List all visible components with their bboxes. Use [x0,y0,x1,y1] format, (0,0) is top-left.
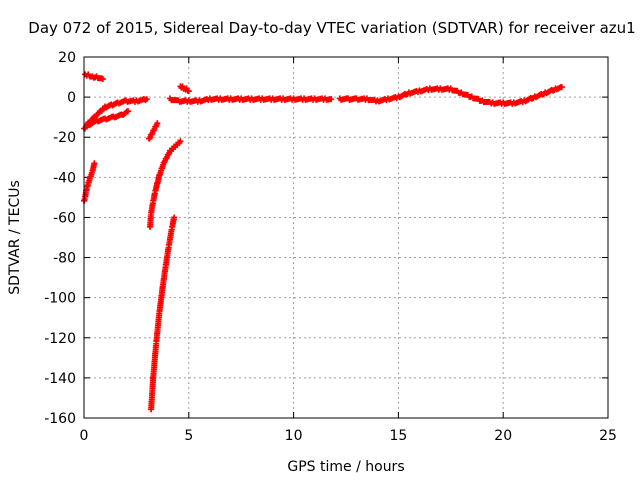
data-point [185,88,192,95]
y-tick-label: 20 [58,50,76,66]
data-points [81,71,565,413]
data-point [154,120,161,127]
data-point [558,84,565,91]
y-tick-label: -160 [44,411,76,427]
data-point [91,160,98,167]
x-tick-label: 15 [389,428,407,444]
data-point [125,108,132,115]
y-tick-label: -120 [44,331,76,347]
x-tick-label: 10 [285,428,303,444]
data-point [328,96,335,103]
x-axis-label: GPS time / hours [287,459,404,475]
y-axis-label: SDTVAR / TECUs [7,180,23,295]
axes: 0 5 10 15 20 25 20 0 -20 -40 -60 -80 -100 -120 -140 -16… [44,50,617,444]
y-tick-label: 0 [67,90,76,106]
x-tick-label: 25 [599,428,617,444]
x-tick-label: 5 [184,428,193,444]
plot-frame [83,56,609,419]
x-tick-label: 20 [494,428,512,444]
data-point [143,96,150,103]
y-tick-label: -100 [44,291,76,307]
y-tick-label: -140 [44,371,76,387]
x-tick-label: 0 [80,428,89,444]
data-point [177,138,184,145]
y-tick-label: -20 [53,130,76,146]
y-tick-label: -60 [53,210,76,226]
y-tick-label: -80 [53,251,76,267]
chart-title: Day 072 of 2015, Sidereal Day-to-day VTE… [28,19,635,37]
data-point [99,76,106,83]
y-tick-label: -40 [53,170,76,186]
data-point [171,214,178,221]
grid [84,57,608,418]
